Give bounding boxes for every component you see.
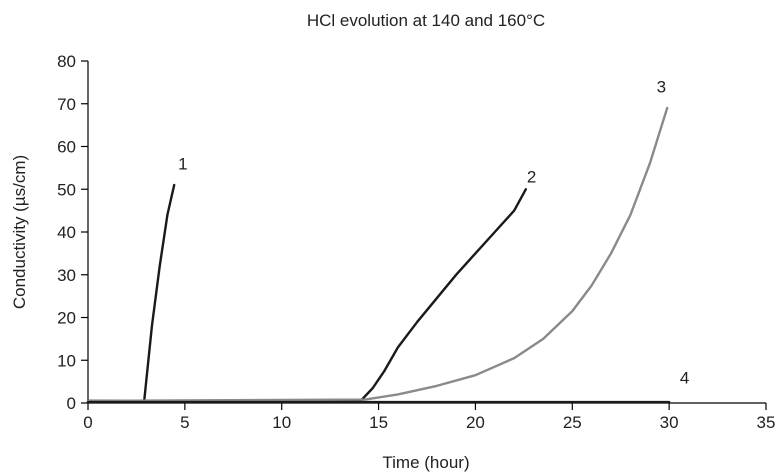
y-tick-label: 40 [57, 223, 76, 242]
x-axis-title: Time (hour) [382, 453, 469, 472]
y-tick-label: 0 [67, 394, 76, 413]
x-tick-label: 10 [272, 413, 291, 432]
series-line-3 [86, 106, 669, 403]
y-tick-label: 70 [57, 95, 76, 114]
chart-title: HCl evolution at 140 and 160°C [307, 11, 545, 30]
y-tick-label: 50 [57, 180, 76, 199]
series-line-1 [86, 183, 176, 403]
y-tick-label: 30 [57, 266, 76, 285]
series-label-4: 4 [680, 368, 689, 387]
y-tick-label: 80 [57, 52, 76, 71]
y-tick-label: 60 [57, 138, 76, 157]
x-tick-label: 20 [466, 413, 485, 432]
x-tick-label: 30 [660, 413, 679, 432]
x-tick-label: 35 [757, 413, 776, 432]
x-tick-label: 5 [180, 413, 189, 432]
plot-area: 0 5 10 15 20 25 30 35 0 10 20 30 40 50 60 70 80 1 2 3 4 [57, 52, 775, 432]
y-tick-label: 20 [57, 309, 76, 328]
series-label-3: 3 [657, 78, 666, 97]
x-tick-label: 15 [369, 413, 388, 432]
y-tick-label: 10 [57, 351, 76, 370]
series-label-1: 1 [178, 155, 187, 174]
series-label-2: 2 [527, 167, 536, 186]
x-tick-label: 25 [563, 413, 582, 432]
y-axis-title: Conductivity (µs/cm) [10, 155, 29, 309]
series-line-2 [86, 188, 527, 403]
x-tick-label: 0 [83, 413, 92, 432]
